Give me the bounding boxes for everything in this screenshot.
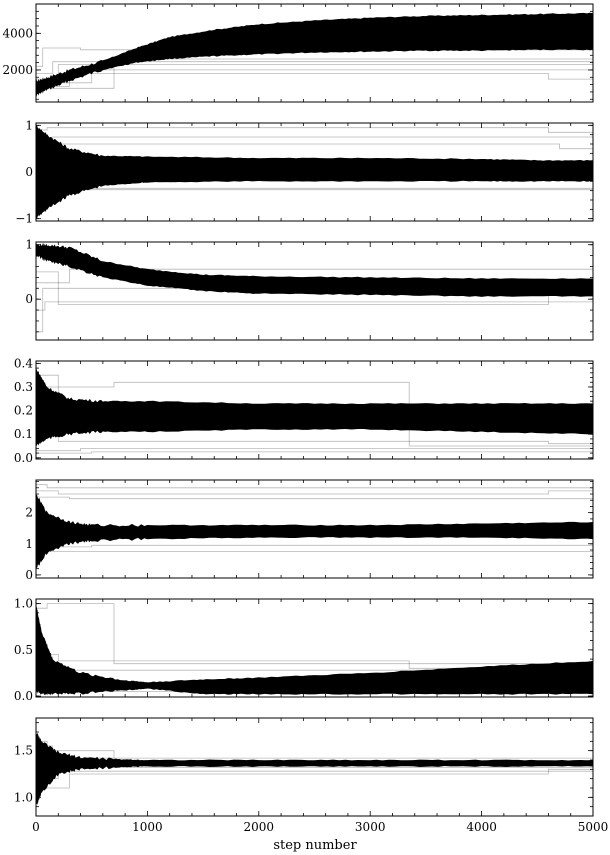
walker-line [36, 47, 593, 67]
y-tick-label: 1.5 [14, 744, 33, 758]
x-tick-label: 0 [32, 820, 40, 834]
plot-area [36, 484, 593, 570]
y-tick-label: 1.0 [14, 597, 33, 611]
panel-frame [35, 717, 594, 817]
panels-group: 20004000−101010.00.10.20.30.40120.00.51.… [2, 3, 609, 834]
walker-line [36, 484, 593, 489]
walker-band [36, 12, 593, 97]
panel-4: 0.0 0.1 0.2 0.3 0.4 [14, 356, 594, 465]
x-tick-label: 4000 [466, 820, 497, 834]
walker-band [36, 367, 593, 447]
walker-line [36, 73, 593, 84]
panel-frame [35, 598, 594, 698]
plot-area [36, 732, 593, 807]
y-tick-label: 1 [25, 118, 33, 132]
x-axis-title: step number [273, 838, 357, 853]
walker-line [36, 654, 593, 669]
plot-area [36, 12, 593, 97]
walker-line [36, 287, 593, 333]
plot-area [36, 124, 593, 220]
walker-band [36, 732, 593, 807]
y-tick-label: 0.0 [14, 451, 33, 465]
y-tick-label: 0.1 [14, 427, 33, 441]
panel-5: 0 1 2 [25, 479, 594, 582]
walker-line [36, 740, 593, 768]
y-tick-label: 1 [25, 238, 33, 252]
y-tick-label: 0.3 [14, 380, 33, 394]
walker-band [36, 604, 593, 696]
plot-area [36, 367, 593, 454]
walker-line [36, 374, 593, 445]
walker-line [36, 143, 593, 150]
y-tick-label: 0.2 [14, 404, 33, 418]
y-tick-label: 2000 [2, 63, 33, 77]
walker-line [36, 64, 593, 80]
walker-line [36, 271, 593, 306]
walker-line [36, 61, 593, 74]
walker-line [36, 490, 593, 495]
y-tick-label: 0.5 [14, 643, 33, 657]
walker-line [36, 268, 593, 284]
walker-line [36, 745, 593, 759]
walker-line [36, 447, 593, 452]
walker-line [36, 301, 593, 311]
walker-line [36, 58, 593, 89]
walker-line [36, 544, 593, 548]
y-tick-label: 2 [25, 506, 33, 520]
walker-line [36, 189, 593, 192]
y-tick-label: −1 [15, 212, 33, 226]
walker-line [36, 136, 593, 140]
y-tick-label: 4000 [2, 26, 33, 40]
x-tick-label: 2000 [244, 820, 275, 834]
walker-line [36, 69, 593, 87]
panel-3: 01 [25, 238, 594, 341]
y-tick-label: 0 [25, 292, 33, 306]
x-tick-label: 3000 [355, 820, 386, 834]
walker-band [36, 385, 593, 436]
x-tick-label: 5000 [578, 820, 609, 834]
panel-frame [35, 360, 594, 460]
walker-line [36, 127, 593, 133]
plot-area [36, 243, 593, 333]
walker-band [36, 493, 593, 570]
panel-2: −1 0 1 [15, 118, 594, 226]
panel-6: 0.0 0.5 1.0 [14, 597, 594, 703]
walker-line [36, 603, 593, 665]
walker-line [36, 667, 593, 671]
walker-line [36, 381, 593, 447]
y-tick-label: 0 [25, 165, 33, 179]
walker-line [36, 690, 593, 692]
x-tick-label: 1000 [132, 820, 163, 834]
plot-area [36, 603, 593, 696]
walker-line [36, 770, 593, 780]
y-tick-label: 1.0 [14, 790, 33, 804]
y-tick-label: 0 [25, 568, 33, 582]
walker-line [36, 549, 593, 552]
walker-band [36, 243, 593, 297]
panel-frame [35, 241, 594, 341]
y-tick-label: 0.4 [14, 356, 33, 370]
walker-line [36, 496, 593, 500]
y-tick-label: 0.0 [14, 689, 33, 703]
panel-frame [35, 3, 594, 103]
walker-line [36, 768, 593, 789]
panel-1: 2000 4000 [2, 3, 594, 103]
walker-line [36, 185, 593, 189]
y-tick-label: 1 [25, 537, 33, 551]
walker-line [36, 451, 593, 454]
panel-7: 1.0 1.5 0 1000 2000 3000 4000 5000 [14, 717, 609, 834]
panel-frame [35, 479, 594, 579]
walker-band [36, 144, 593, 200]
